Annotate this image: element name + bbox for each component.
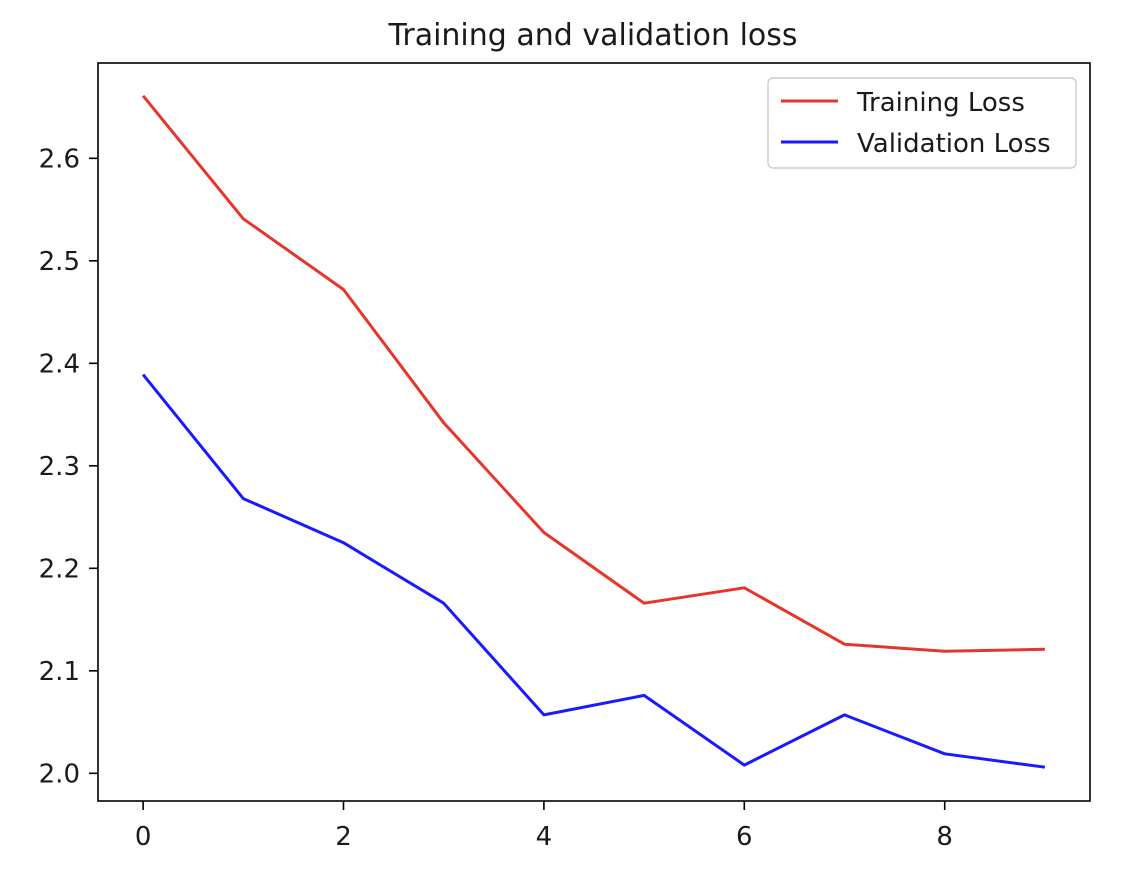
x-tick-label: 4 [536, 822, 553, 852]
axis-ticks: 0 2 4 6 8 2.0 2.1 2.2 2.3 2.4 2.5 2.6 [39, 144, 953, 852]
y-tick-label: 2.5 [39, 247, 80, 277]
plot-area-frame [98, 63, 1090, 801]
legend-label-training-loss: Training Loss [856, 88, 1025, 118]
y-tick-label: 2.0 [39, 759, 80, 789]
chart-title: Training and validation loss [387, 18, 797, 53]
x-tick-label: 2 [335, 822, 352, 852]
series-lines [143, 96, 1045, 767]
y-tick-label: 2.3 [39, 452, 80, 482]
series-line-validation-loss [143, 375, 1045, 768]
y-tick-label: 2.2 [39, 554, 80, 584]
y-tick-label: 2.4 [39, 349, 80, 379]
legend: Training Loss Validation Loss [768, 78, 1076, 168]
series-line-training-loss [143, 96, 1045, 652]
x-tick-label: 8 [936, 822, 953, 852]
x-tick-label: 0 [135, 822, 152, 852]
y-tick-label: 2.1 [39, 657, 80, 687]
legend-label-validation-loss: Validation Loss [857, 129, 1051, 159]
x-tick-label: 6 [736, 822, 753, 852]
y-tick-label: 2.6 [39, 144, 80, 174]
